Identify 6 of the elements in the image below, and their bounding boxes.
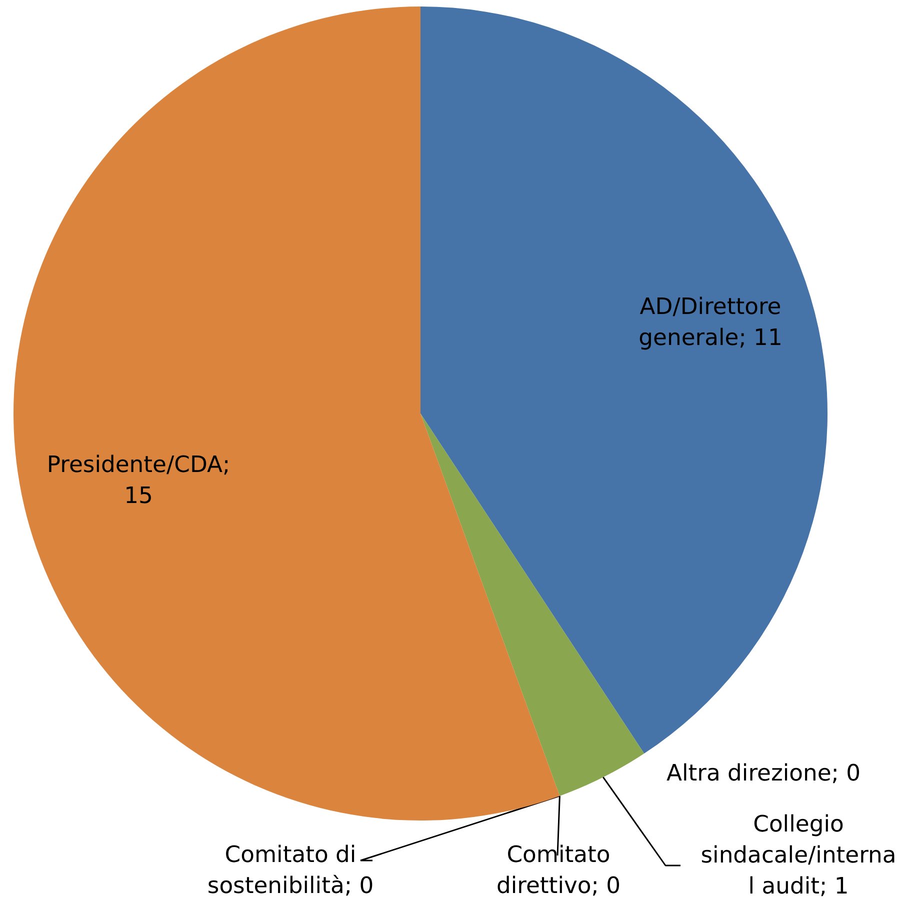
category-label: Altra direzione; 0 <box>666 760 861 786</box>
slice-label: Collegio sindacale/internal audit; 1 <box>700 811 896 900</box>
slice-label: Presidente/CDA; 15 <box>46 452 230 510</box>
category-label: Comitato direttivo; 0 <box>496 842 621 900</box>
category-label: Comitato di sostenibilità; 0 <box>207 842 374 900</box>
slice-label: AD/Direttore generale; 11 <box>638 294 782 352</box>
